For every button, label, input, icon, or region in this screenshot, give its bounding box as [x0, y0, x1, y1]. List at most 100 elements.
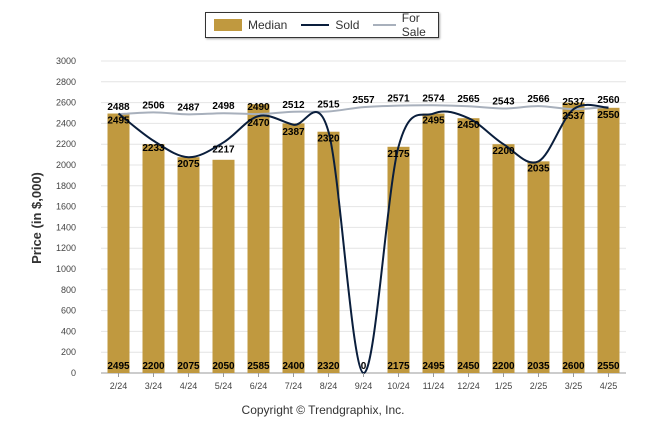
- for-sale-value-label: 2560: [597, 95, 620, 106]
- median-bar: [492, 144, 515, 373]
- y-tick-label: 2800: [56, 77, 76, 87]
- for-sale-value-label: 2565: [457, 94, 480, 105]
- median-bar: [317, 131, 340, 373]
- for-sale-value-label: 2566: [527, 94, 550, 105]
- chart-legend: Median Sold For Sale: [205, 11, 439, 39]
- median-value-label: 2320: [317, 361, 340, 372]
- legend-label-median: Median: [248, 18, 288, 32]
- x-axis-ticks: 2/24 3/24 4/24 5/24 6/24 7/24 8/24 9/24 10/24 11/…: [110, 373, 618, 391]
- x-tick-label: 3/25: [565, 381, 583, 391]
- legend-swatch-sold: [301, 24, 330, 26]
- for-sale-value-label: 2537: [562, 97, 585, 108]
- median-value-label: 2600: [562, 361, 585, 372]
- median-bar: [422, 113, 445, 374]
- x-tick-label: 1/25: [495, 381, 513, 391]
- legend-item-for-sale[interactable]: For Sale: [373, 11, 438, 39]
- legend-item-median[interactable]: Median: [214, 18, 287, 32]
- y-tick-label: 2200: [56, 139, 76, 149]
- median-value-label: 2550: [597, 361, 620, 372]
- median-bar: [387, 146, 410, 373]
- y-tick-label: 600: [61, 306, 76, 316]
- y-tick-label: 3000: [56, 56, 76, 66]
- y-tick-label: 800: [61, 285, 76, 295]
- median-bar: [247, 104, 270, 373]
- legend-label-for-sale: For Sale: [401, 11, 426, 39]
- sold-value-label: 2217: [212, 144, 235, 155]
- sold-value-label: 2200: [492, 146, 515, 157]
- x-tick-label: 5/24: [215, 381, 233, 391]
- sold-value-label: 2537: [562, 111, 585, 122]
- median-bar: [597, 107, 620, 374]
- y-tick-label: 400: [61, 326, 76, 336]
- median-bar: [457, 118, 480, 373]
- sold-value-label: 2320: [317, 134, 340, 145]
- y-tick-label: 1600: [56, 202, 76, 212]
- y-tick-label: 1800: [56, 181, 76, 191]
- for-sale-value-label: 2498: [212, 101, 235, 112]
- y-tick-label: 2600: [56, 98, 76, 108]
- for-sale-value-label: 2574: [422, 93, 445, 104]
- for-sale-value-label: 2543: [492, 97, 515, 108]
- y-tick-label: 0: [71, 368, 76, 378]
- x-tick-label: 7/24: [285, 381, 303, 391]
- median-value-label: 2495: [107, 361, 130, 372]
- x-tick-label: 12/24: [457, 381, 480, 391]
- y-tick-label: 2400: [56, 118, 76, 128]
- sold-value-label: 2233: [142, 143, 165, 154]
- data-labels: 2495 2200 2075 2050 2585 2400 2320 0 2175 2495 245…: [107, 93, 620, 372]
- for-sale-value-label: 2557: [352, 95, 375, 106]
- sold-value-label: 2075: [177, 159, 200, 170]
- median-value-label: 2200: [492, 361, 515, 372]
- median-bar: [107, 113, 130, 374]
- x-tick-label: 9/24: [355, 381, 373, 391]
- x-tick-label: 2/25: [530, 381, 548, 391]
- median-value-label: 2175: [387, 361, 410, 372]
- median-value-label: 2035: [527, 361, 550, 372]
- median-bars: [107, 102, 620, 374]
- y-tick-label: 1000: [56, 264, 76, 274]
- sold-value-label: 2495: [107, 116, 130, 127]
- median-bar: [282, 123, 305, 374]
- x-tick-label: 8/24: [320, 381, 338, 391]
- copyright-footer: Copyright © Trendgraphix, Inc.: [241, 403, 405, 417]
- y-tick-label: 2000: [56, 160, 76, 170]
- median-value-label: 2450: [457, 361, 480, 372]
- median-bar: [142, 144, 165, 373]
- median-value-label: 2200: [142, 361, 165, 372]
- x-tick-label: 2/24: [110, 381, 128, 391]
- y-axis-label: Price (in $,000): [29, 172, 44, 264]
- sold-value-label: 2450: [457, 120, 480, 131]
- median-value-label: 2050: [212, 361, 235, 372]
- x-tick-label: 4/24: [180, 381, 198, 391]
- legend-swatch-for-sale: [373, 24, 396, 26]
- median-bar: [177, 157, 200, 373]
- x-tick-label: 4/25: [600, 381, 618, 391]
- y-tick-label: 1400: [56, 222, 76, 232]
- x-tick-label: 10/24: [387, 381, 410, 391]
- legend-swatch-median: [214, 19, 242, 31]
- legend-item-sold[interactable]: Sold: [301, 18, 359, 32]
- median-value-label: 2075: [177, 361, 200, 372]
- x-tick-label: 11/24: [423, 381, 445, 391]
- for-sale-value-label: 2512: [282, 100, 305, 111]
- median-value-label: 2585: [247, 361, 270, 372]
- legend-label-sold: Sold: [335, 18, 360, 32]
- median-value-label: 2495: [422, 361, 445, 372]
- sold-value-label: 2175: [387, 149, 410, 160]
- sold-value-label: 2035: [527, 163, 550, 174]
- x-tick-label: 6/24: [250, 381, 268, 391]
- y-axis-ticks: 0 200 400 600 800 1000 1200 1400 1600 1800 2000 220…: [56, 56, 76, 378]
- for-sale-value-label: 2490: [247, 102, 270, 113]
- sold-value-label: 2550: [597, 110, 620, 121]
- for-sale-line: [118, 104, 609, 116]
- y-tick-label: 200: [61, 347, 76, 357]
- for-sale-value-label: 2487: [177, 102, 200, 113]
- median-value-label: 0: [361, 361, 367, 372]
- for-sale-value-label: 2488: [107, 102, 130, 113]
- median-value-label: 2400: [282, 361, 305, 372]
- x-tick-label: 3/24: [145, 381, 163, 391]
- y-tick-label: 1200: [56, 243, 76, 253]
- median-bar: [527, 161, 550, 373]
- median-bar: [562, 102, 585, 373]
